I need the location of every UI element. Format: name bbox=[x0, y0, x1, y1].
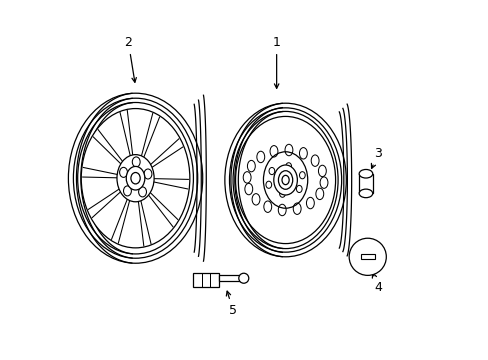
Ellipse shape bbox=[348, 238, 386, 275]
Ellipse shape bbox=[358, 170, 372, 178]
Ellipse shape bbox=[265, 181, 271, 188]
Ellipse shape bbox=[243, 172, 250, 183]
Ellipse shape bbox=[244, 183, 252, 195]
Ellipse shape bbox=[299, 148, 306, 159]
Ellipse shape bbox=[293, 203, 301, 215]
Ellipse shape bbox=[144, 169, 152, 179]
Ellipse shape bbox=[120, 167, 127, 177]
Ellipse shape bbox=[247, 161, 255, 172]
Ellipse shape bbox=[310, 155, 318, 166]
Text: 3: 3 bbox=[371, 147, 382, 168]
Text: 2: 2 bbox=[124, 36, 136, 82]
Ellipse shape bbox=[252, 194, 260, 205]
Ellipse shape bbox=[296, 185, 302, 193]
Ellipse shape bbox=[138, 187, 146, 197]
Ellipse shape bbox=[299, 172, 305, 179]
Ellipse shape bbox=[256, 151, 264, 163]
Bar bbox=[218, 275, 244, 282]
Text: 1: 1 bbox=[272, 36, 280, 88]
Ellipse shape bbox=[285, 144, 292, 156]
Ellipse shape bbox=[238, 273, 248, 283]
Ellipse shape bbox=[268, 167, 274, 175]
Ellipse shape bbox=[278, 171, 292, 189]
Bar bbox=[360, 254, 374, 259]
Ellipse shape bbox=[320, 177, 327, 188]
Text: 4: 4 bbox=[371, 273, 382, 294]
Bar bbox=[358, 174, 372, 193]
Ellipse shape bbox=[132, 157, 140, 167]
Ellipse shape bbox=[123, 186, 131, 196]
Ellipse shape bbox=[282, 175, 288, 185]
Ellipse shape bbox=[358, 189, 372, 198]
Ellipse shape bbox=[315, 188, 323, 199]
Ellipse shape bbox=[117, 155, 154, 202]
Ellipse shape bbox=[285, 163, 291, 170]
Ellipse shape bbox=[306, 197, 314, 209]
Ellipse shape bbox=[279, 190, 285, 197]
Ellipse shape bbox=[318, 165, 325, 177]
Text: 5: 5 bbox=[226, 291, 237, 317]
Ellipse shape bbox=[269, 145, 277, 157]
Bar bbox=[193, 273, 218, 287]
Ellipse shape bbox=[264, 201, 271, 212]
Ellipse shape bbox=[126, 166, 144, 190]
Ellipse shape bbox=[131, 172, 140, 184]
Ellipse shape bbox=[81, 109, 189, 248]
Ellipse shape bbox=[278, 204, 285, 216]
Ellipse shape bbox=[273, 165, 297, 195]
